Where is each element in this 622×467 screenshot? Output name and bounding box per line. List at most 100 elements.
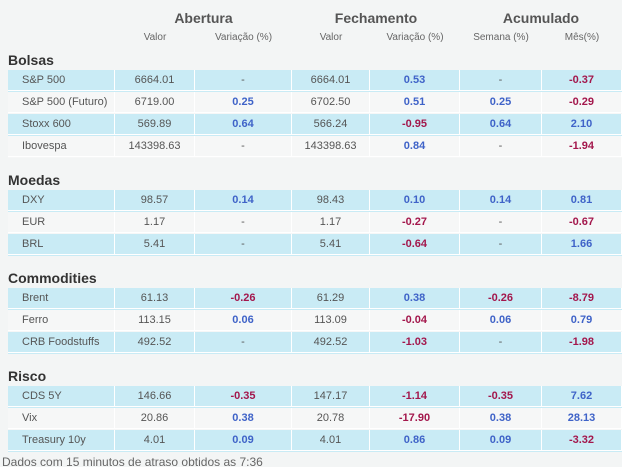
table-cell: 0.06 [460,310,542,331]
table-cell: 0.64 [460,114,542,135]
table-cell: 1.17 [115,212,195,233]
table-cell: -1.14 [370,386,460,407]
table-cell: 0.64 [195,114,292,135]
table-cell: -1.94 [542,136,622,157]
table-cell: - [460,212,542,233]
row-label: S&P 500 (Futuro) [8,92,115,113]
table-cell: 0.25 [460,92,542,113]
table-cell: -1.98 [542,332,622,353]
row-label: Stoxx 600 [8,114,115,135]
column-header: Valor [143,32,167,43]
footer: Dados com 15 minutos de atraso obtidos a… [2,455,263,467]
table-cell: 113.15 [115,310,195,331]
table-cell: -3.32 [542,430,622,451]
table-cell: - [460,136,542,157]
table-cell: 143398.63 [292,136,370,157]
table-cell: -0.35 [195,386,292,407]
table-cell: - [195,136,292,157]
table-row: Stoxx 600 569.89 0.64 566.24 -0.95 0.64 2.10 [8,114,622,136]
row-label: Vix [8,408,115,429]
table-cell: - [195,70,292,91]
column-header: Semana (%) [473,32,529,43]
table-cell: 61.29 [292,288,370,309]
table-cell: 98.57 [115,190,195,211]
section-title: Commodities [8,270,97,286]
table-cell: -0.35 [460,386,542,407]
section-title: Moedas [8,172,61,188]
table-cell: -0.29 [542,92,622,113]
table-cell: 5.41 [292,234,370,255]
table-cell: -0.26 [460,288,542,309]
table-row: CRB Foodstuffs 492.52-492.52 -1.03- -1.98 [8,332,622,354]
table-cell: 0.09 [460,430,542,451]
table-cell: - [195,212,292,233]
table-row: EUR 1.17-1.17 -0.27- -0.67 [8,212,622,234]
table-cell: -0.04 [370,310,460,331]
table-cell: 0.38 [370,288,460,309]
table-row: S&P 500 6664.01-6664.01 0.53- -0.37 [8,70,622,92]
table-cell: -0.67 [542,212,622,233]
table-cell: 0.81 [542,190,622,211]
column-header: Variação (%) [386,32,444,43]
table-cell: 2.10 [542,114,622,135]
table-cell: 143398.63 [115,136,195,157]
table-cell: 0.25 [195,92,292,113]
table-cell: -0.64 [370,234,460,255]
row-label: DXY [8,190,115,211]
table-cell: 20.78 [292,408,370,429]
table-cell: 6702.50 [292,92,370,113]
table-cell: 98.43 [292,190,370,211]
table-cell: 6719.00 [115,92,195,113]
table-cell: 492.52 [292,332,370,353]
row-label: CRB Foodstuffs [8,332,115,353]
table-row: CDS 5Y 146.66 -0.35 147.17 -1.14 -0.35 7.62 [8,386,622,408]
table-cell: 566.24 [292,114,370,135]
row-label: EUR [8,212,115,233]
table-cell: 0.38 [460,408,542,429]
table-cell: 0.53 [370,70,460,91]
table-row: BRL 5.41-5.41 -0.64-1.66 [8,234,622,256]
table-cell: 146.66 [115,386,195,407]
section-title: Bolsas [8,52,54,68]
row-label: BRL [8,234,115,255]
table-cell: 1.17 [292,212,370,233]
row-label: Ibovespa [8,136,115,157]
table-cell: -0.95 [370,114,460,135]
table-cell: 0.10 [370,190,460,211]
section-title: Risco [8,368,47,384]
column-header: Mês(%) [564,32,600,43]
table-cell: 0.09 [195,430,292,451]
table-cell: 147.17 [292,386,370,407]
table-row: Brent 61.13 -0.26 61.29 0.38 -0.26 -8.79 [8,288,622,310]
table-cell: 1.66 [542,234,622,255]
row-label: Treasury 10y [8,430,115,451]
row-label: CDS 5Y [8,386,115,407]
table-cell: - [460,234,542,255]
column-header: Variação (%) [214,32,273,43]
column-header: Valor [319,32,343,43]
table-cell: - [195,234,292,255]
table-cell: -0.26 [195,288,292,309]
table-cell: 0.38 [195,408,292,429]
table-cell: -1.03 [370,332,460,353]
table-cell: 0.79 [542,310,622,331]
table-cell: 6664.01 [115,70,195,91]
table-cell: - [460,70,542,91]
table-cell: 0.86 [370,430,460,451]
row-label: S&P 500 [8,70,115,91]
table-cell: 4.01 [292,430,370,451]
table-cell: 7.62 [542,386,622,407]
table-cell: 5.41 [115,234,195,255]
row-label: Ferro [8,310,115,331]
table-cell: 0.14 [460,190,542,211]
table-cell: 61.13 [115,288,195,309]
table-cell: -8.79 [542,288,622,309]
table-cell: 0.84 [370,136,460,157]
table-row: Ibovespa 143398.63-143398.63 0.84- -1.94 [8,136,622,158]
table-cell: 492.52 [115,332,195,353]
table-cell: -17.90 [370,408,460,429]
table-cell: 0.14 [195,190,292,211]
table-cell: 0.51 [370,92,460,113]
group-header: Abertura [174,10,233,26]
